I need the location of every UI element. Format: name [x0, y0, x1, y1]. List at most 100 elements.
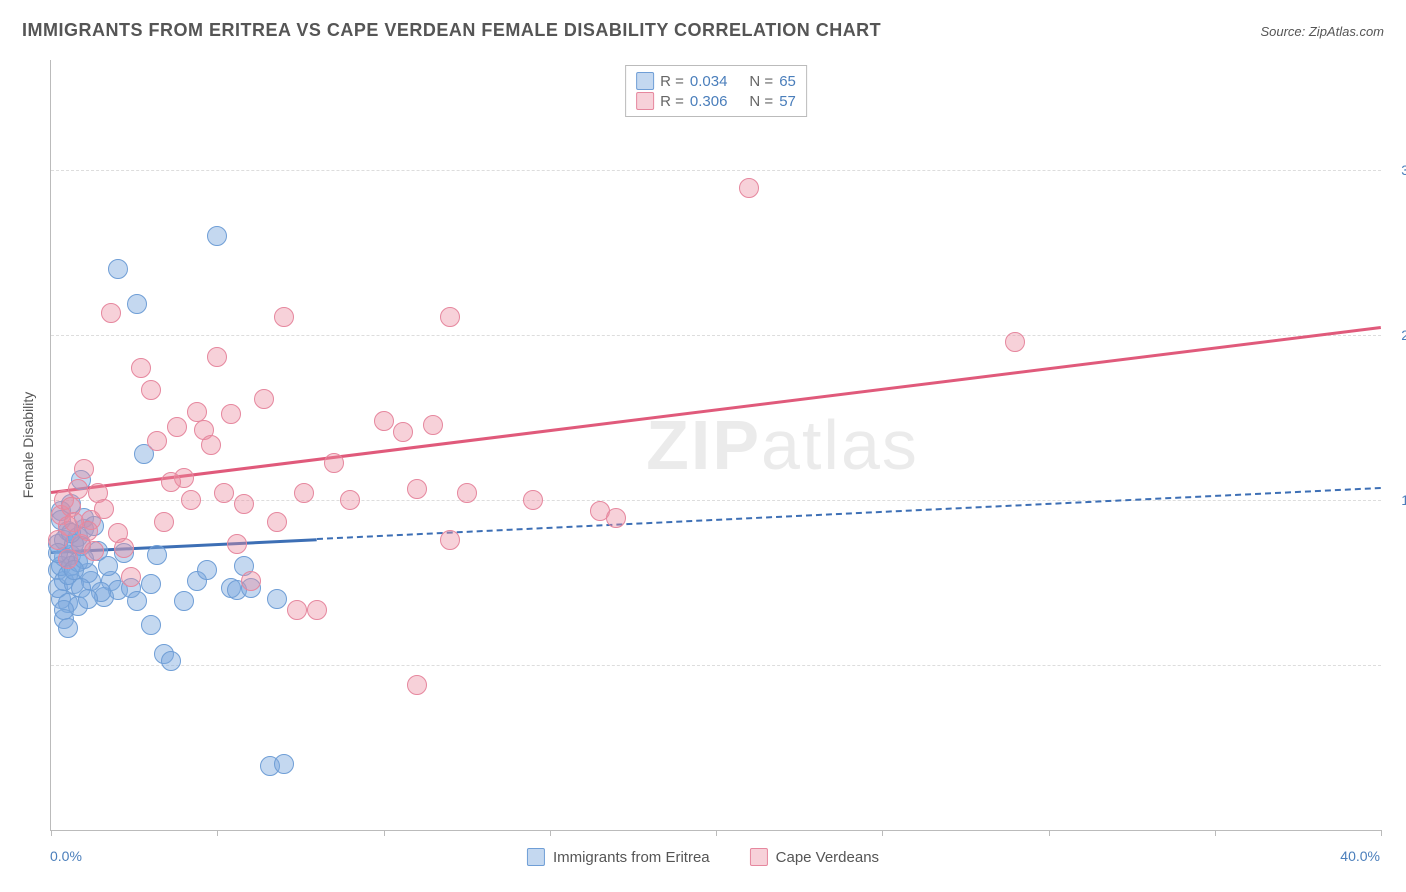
- legend-r-label: R =: [660, 73, 684, 90]
- title-bar: IMMIGRANTS FROM ERITREA VS CAPE VERDEAN …: [22, 20, 1384, 41]
- data-point: [227, 534, 247, 554]
- data-point: [161, 651, 181, 671]
- data-point: [141, 574, 161, 594]
- data-point: [201, 435, 221, 455]
- data-point: [214, 483, 234, 503]
- data-point: [307, 600, 327, 620]
- data-point: [101, 303, 121, 323]
- x-tick: [1381, 830, 1382, 836]
- legend-series-label: Cape Verdeans: [776, 849, 879, 866]
- legend-top-row: R = 0.034 N = 65: [636, 72, 796, 90]
- data-point: [121, 567, 141, 587]
- data-point: [161, 472, 181, 492]
- data-point: [58, 549, 78, 569]
- y-tick-label: 7.5%: [1386, 657, 1406, 673]
- chart-title: IMMIGRANTS FROM ERITREA VS CAPE VERDEAN …: [22, 20, 881, 41]
- data-point: [58, 618, 78, 638]
- data-point: [131, 358, 151, 378]
- chart-plot-area: ZIPatlas R =0.034N =65R =0.306N =57 7.5%…: [50, 60, 1381, 831]
- y-axis-title: Female Disability: [20, 392, 36, 499]
- data-point: [221, 404, 241, 424]
- data-point: [287, 600, 307, 620]
- x-tick: [882, 830, 883, 836]
- y-gridline: [51, 665, 1381, 666]
- x-tick: [1215, 830, 1216, 836]
- data-point: [440, 307, 460, 327]
- data-point: [324, 453, 344, 473]
- legend-top: R =0.034N =65R =0.306N =57: [625, 65, 807, 117]
- trend-line: [317, 487, 1381, 540]
- legend-bottom: Immigrants from Eritrea Cape Verdeans: [527, 848, 879, 866]
- data-point: [457, 483, 477, 503]
- data-point: [739, 178, 759, 198]
- data-point: [274, 307, 294, 327]
- legend-series-label: Immigrants from Eritrea: [553, 849, 710, 866]
- data-point: [64, 512, 84, 532]
- data-point: [127, 294, 147, 314]
- data-point: [167, 417, 187, 437]
- data-point: [68, 479, 88, 499]
- legend-swatch: [750, 848, 768, 866]
- data-point: [440, 530, 460, 550]
- data-point: [340, 490, 360, 510]
- data-point: [181, 490, 201, 510]
- data-point: [147, 545, 167, 565]
- legend-n-label: N =: [749, 73, 773, 90]
- data-point: [174, 591, 194, 611]
- data-point: [407, 479, 427, 499]
- x-tick: [217, 830, 218, 836]
- data-point: [197, 560, 217, 580]
- legend-r-label: R =: [660, 93, 684, 110]
- legend-swatch: [636, 72, 654, 90]
- data-point: [84, 541, 104, 561]
- data-point: [207, 347, 227, 367]
- x-tick: [384, 830, 385, 836]
- data-point: [78, 589, 98, 609]
- data-point: [606, 508, 626, 528]
- data-point: [274, 754, 294, 774]
- source-label: Source: ZipAtlas.com: [1260, 24, 1384, 39]
- x-tick: [1049, 830, 1050, 836]
- legend-bottom-item: Immigrants from Eritrea: [527, 848, 710, 866]
- data-point: [154, 512, 174, 532]
- data-point: [207, 226, 227, 246]
- y-tick-label: 22.5%: [1386, 327, 1406, 343]
- data-point: [141, 615, 161, 635]
- data-point: [294, 483, 314, 503]
- data-point: [114, 538, 134, 558]
- watermark: ZIPatlas: [646, 405, 919, 485]
- x-tick: [51, 830, 52, 836]
- legend-n-label: N =: [749, 93, 773, 110]
- legend-top-row: R =0.306N =57: [636, 92, 796, 110]
- x-axis-max-label: 40.0%: [1340, 848, 1380, 864]
- y-gridline: [51, 335, 1381, 336]
- legend-bottom-item: Cape Verdeans: [750, 848, 879, 866]
- data-point: [241, 571, 261, 591]
- data-point: [423, 415, 443, 435]
- y-gridline: [51, 170, 1381, 171]
- x-tick: [716, 830, 717, 836]
- data-point: [254, 389, 274, 409]
- data-point: [374, 411, 394, 431]
- data-point: [234, 494, 254, 514]
- data-point: [94, 499, 114, 519]
- x-axis-min-label: 0.0%: [50, 848, 82, 864]
- data-point: [141, 380, 161, 400]
- legend-swatch: [527, 848, 545, 866]
- x-tick: [550, 830, 551, 836]
- legend-r-value: 0.034: [690, 73, 728, 90]
- data-point: [407, 675, 427, 695]
- data-point: [108, 259, 128, 279]
- data-point: [147, 431, 167, 451]
- y-tick-label: 30.0%: [1386, 162, 1406, 178]
- data-point: [74, 459, 94, 479]
- data-point: [267, 512, 287, 532]
- data-point: [267, 589, 287, 609]
- data-point: [98, 556, 118, 576]
- legend-r-value: 0.306: [690, 93, 728, 110]
- data-point: [127, 591, 147, 611]
- legend-n-value: 65: [779, 73, 796, 90]
- trend-line: [51, 326, 1381, 494]
- data-point: [1005, 332, 1025, 352]
- data-point: [393, 422, 413, 442]
